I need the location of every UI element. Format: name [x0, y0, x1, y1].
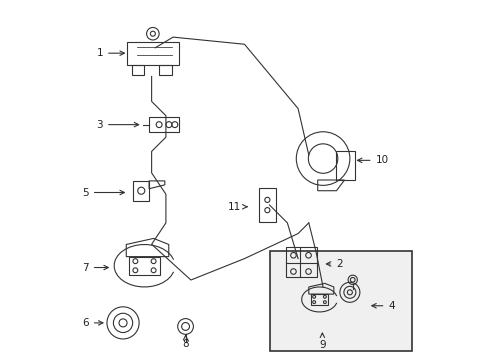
- Text: 8: 8: [182, 336, 188, 348]
- Text: 4: 4: [371, 301, 394, 311]
- Bar: [269, 251, 411, 351]
- Text: 1: 1: [96, 48, 124, 58]
- Text: 5: 5: [82, 188, 124, 198]
- Text: 11: 11: [227, 202, 246, 212]
- Text: 2: 2: [325, 259, 342, 269]
- Text: 3: 3: [96, 120, 139, 130]
- Text: 6: 6: [82, 318, 103, 328]
- Text: 7: 7: [82, 262, 108, 273]
- Text: 9: 9: [318, 333, 325, 350]
- Text: 10: 10: [357, 156, 388, 165]
